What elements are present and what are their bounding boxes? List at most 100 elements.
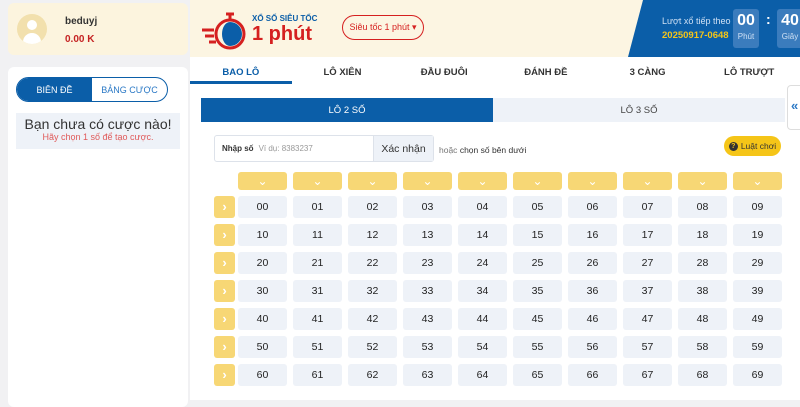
number-cell[interactable]: 56 xyxy=(568,336,617,358)
number-cell[interactable]: 28 xyxy=(678,252,727,274)
number-cell[interactable]: 37 xyxy=(623,280,672,302)
tab-lo-truot[interactable]: LÔ TRƯỢT xyxy=(724,67,775,78)
number-cell[interactable]: 38 xyxy=(678,280,727,302)
select-column-button[interactable]: ⌄ xyxy=(348,172,397,190)
number-cell[interactable]: 32 xyxy=(348,280,397,302)
number-cell[interactable]: 41 xyxy=(293,308,342,330)
select-column-button[interactable]: ⌄ xyxy=(458,172,507,190)
number-cell[interactable]: 53 xyxy=(403,336,452,358)
number-cell[interactable]: 05 xyxy=(513,196,562,218)
select-row-button[interactable]: › xyxy=(214,364,235,386)
select-row-button[interactable]: › xyxy=(214,280,235,302)
number-cell[interactable]: 42 xyxy=(348,308,397,330)
number-cell[interactable]: 30 xyxy=(238,280,287,302)
select-column-button[interactable]: ⌄ xyxy=(623,172,672,190)
number-cell[interactable]: 09 xyxy=(733,196,782,218)
number-cell[interactable]: 62 xyxy=(348,364,397,386)
select-column-button[interactable]: ⌄ xyxy=(513,172,562,190)
number-cell[interactable]: 61 xyxy=(293,364,342,386)
number-cell[interactable]: 39 xyxy=(733,280,782,302)
number-cell[interactable]: 34 xyxy=(458,280,507,302)
number-cell[interactable]: 55 xyxy=(513,336,562,358)
number-cell[interactable]: 57 xyxy=(623,336,672,358)
number-cell[interactable]: 49 xyxy=(733,308,782,330)
tab-dau-duoi[interactable]: ĐẦU ĐUÔI xyxy=(420,67,468,78)
number-cell[interactable]: 31 xyxy=(293,280,342,302)
number-cell[interactable]: 19 xyxy=(733,224,782,246)
number-cell[interactable]: 67 xyxy=(623,364,672,386)
number-cell[interactable]: 02 xyxy=(348,196,397,218)
select-column-button[interactable]: ⌄ xyxy=(403,172,452,190)
confirm-button[interactable]: Xác nhận xyxy=(373,136,433,161)
number-cell[interactable]: 36 xyxy=(568,280,617,302)
number-cell[interactable]: 12 xyxy=(348,224,397,246)
number-cell[interactable]: 00 xyxy=(238,196,287,218)
select-column-button[interactable]: ⌄ xyxy=(568,172,617,190)
number-cell[interactable]: 46 xyxy=(568,308,617,330)
tab-lo-xien[interactable]: LÔ XIÊN xyxy=(323,67,362,78)
collapse-sidebar-button[interactable]: « xyxy=(787,85,800,130)
select-row-button[interactable]: › xyxy=(214,224,235,246)
number-cell[interactable]: 27 xyxy=(623,252,672,274)
number-cell[interactable]: 33 xyxy=(403,280,452,302)
number-cell[interactable]: 03 xyxy=(403,196,452,218)
subtab-lo-3-so[interactable]: LÔ 3 SỐ xyxy=(620,104,658,116)
number-cell[interactable]: 40 xyxy=(238,308,287,330)
number-cell[interactable]: 60 xyxy=(238,364,287,386)
subtab-lo-2-so[interactable]: LÔ 2 SỐ xyxy=(201,98,493,122)
number-cell[interactable]: 51 xyxy=(293,336,342,358)
number-cell[interactable]: 35 xyxy=(513,280,562,302)
select-row-button[interactable]: › xyxy=(214,252,235,274)
select-column-button[interactable]: ⌄ xyxy=(733,172,782,190)
number-cell[interactable]: 06 xyxy=(568,196,617,218)
number-cell[interactable]: 21 xyxy=(293,252,342,274)
number-cell[interactable]: 11 xyxy=(293,224,342,246)
number-cell[interactable]: 47 xyxy=(623,308,672,330)
number-cell[interactable]: 10 xyxy=(238,224,287,246)
number-cell[interactable]: 08 xyxy=(678,196,727,218)
number-cell[interactable]: 15 xyxy=(513,224,562,246)
select-column-button[interactable]: ⌄ xyxy=(293,172,342,190)
game-select[interactable]: Siêu tốc 1 phút ▾ xyxy=(342,15,424,40)
number-cell[interactable]: 44 xyxy=(458,308,507,330)
number-cell[interactable]: 14 xyxy=(458,224,507,246)
tab-3-cang[interactable]: 3 CÀNG xyxy=(629,67,666,78)
number-cell[interactable]: 50 xyxy=(238,336,287,358)
number-cell[interactable]: 59 xyxy=(733,336,782,358)
select-row-button[interactable]: › xyxy=(214,196,235,218)
number-cell[interactable]: 69 xyxy=(733,364,782,386)
select-row-button[interactable]: › xyxy=(214,336,235,358)
number-input[interactable]: Ví dụ: 8383237 xyxy=(258,144,313,153)
select-column-button[interactable]: ⌄ xyxy=(678,172,727,190)
select-column-button[interactable]: ⌄ xyxy=(238,172,287,190)
tab-danh-de[interactable]: ĐÁNH ĐỀ xyxy=(524,67,568,78)
number-cell[interactable]: 58 xyxy=(678,336,727,358)
number-cell[interactable]: 65 xyxy=(513,364,562,386)
number-cell[interactable]: 68 xyxy=(678,364,727,386)
number-cell[interactable]: 18 xyxy=(678,224,727,246)
tab-bien-de[interactable]: BIÊN ĐỀ xyxy=(17,78,92,101)
number-cell[interactable]: 13 xyxy=(403,224,452,246)
number-cell[interactable]: 66 xyxy=(568,364,617,386)
number-cell[interactable]: 04 xyxy=(458,196,507,218)
number-cell[interactable]: 01 xyxy=(293,196,342,218)
number-cell[interactable]: 63 xyxy=(403,364,452,386)
number-cell[interactable]: 07 xyxy=(623,196,672,218)
tab-bang-cuoc[interactable]: BẢNG CƯỢC xyxy=(101,84,158,95)
number-cell[interactable]: 23 xyxy=(403,252,452,274)
number-cell[interactable]: 64 xyxy=(458,364,507,386)
number-cell[interactable]: 17 xyxy=(623,224,672,246)
number-cell[interactable]: 16 xyxy=(568,224,617,246)
number-cell[interactable]: 29 xyxy=(733,252,782,274)
number-cell[interactable]: 22 xyxy=(348,252,397,274)
number-cell[interactable]: 25 xyxy=(513,252,562,274)
number-cell[interactable]: 45 xyxy=(513,308,562,330)
number-cell[interactable]: 48 xyxy=(678,308,727,330)
tab-bao-lo[interactable]: BAO LÔ xyxy=(190,60,292,84)
number-cell[interactable]: 52 xyxy=(348,336,397,358)
number-cell[interactable]: 54 xyxy=(458,336,507,358)
number-cell[interactable]: 26 xyxy=(568,252,617,274)
number-cell[interactable]: 20 xyxy=(238,252,287,274)
select-row-button[interactable]: › xyxy=(214,308,235,330)
number-cell[interactable]: 43 xyxy=(403,308,452,330)
